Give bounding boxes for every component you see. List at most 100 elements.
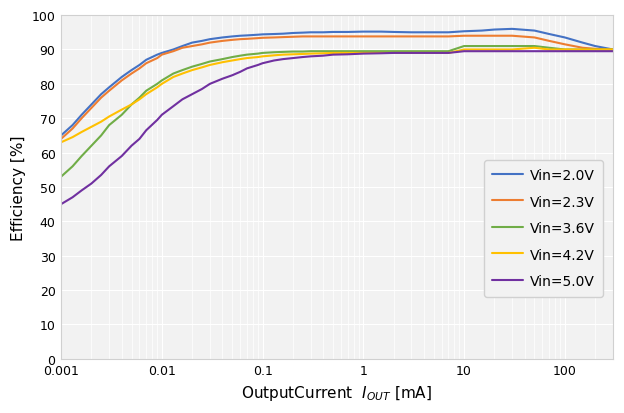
Vin=5.0V: [359, 52, 367, 57]
Vin=5.0V: [97, 173, 105, 178]
Vin=3.6V: [270, 51, 278, 56]
Vin=5.0V: [154, 118, 161, 123]
Vin=2.3V: [299, 35, 306, 40]
Vin=2.3V: [430, 35, 437, 40]
Vin=2.3V: [57, 137, 65, 142]
Vin=2.0V: [270, 33, 278, 38]
Vin=5.0V: [259, 62, 266, 66]
Vin=3.6V: [490, 45, 498, 50]
Vin=3.6V: [158, 79, 165, 84]
Line: Vin=2.3V: Vin=2.3V: [61, 37, 613, 140]
Vin=2.3V: [329, 35, 337, 40]
Vin=2.3V: [344, 35, 351, 40]
Vin=2.3V: [206, 41, 213, 46]
Vin=5.0V: [206, 82, 213, 87]
Vin=4.2V: [359, 51, 367, 56]
Vin=3.6V: [307, 50, 314, 55]
Vin=3.6V: [188, 65, 196, 70]
Vin=4.2V: [407, 51, 415, 56]
Vin=4.2V: [136, 97, 144, 102]
Vin=5.0V: [592, 50, 599, 55]
Vin=4.2V: [78, 130, 85, 135]
Vin=2.3V: [259, 36, 266, 41]
Vin=2.3V: [243, 37, 251, 42]
Vin=2.0V: [430, 31, 437, 36]
Vin=3.6V: [478, 45, 485, 50]
Vin=4.2V: [142, 93, 150, 97]
Vin=4.2V: [445, 51, 452, 56]
Vin=5.0V: [329, 53, 337, 58]
Vin=2.0V: [344, 31, 351, 36]
Vin=5.0V: [118, 154, 125, 159]
Vin=4.2V: [128, 103, 135, 108]
Vin=2.3V: [280, 36, 287, 40]
Vin=2.0V: [407, 31, 415, 36]
Vin=4.2V: [270, 54, 278, 59]
Vin=4.2V: [228, 59, 236, 64]
Vin=2.3V: [170, 50, 177, 55]
Vin=2.3V: [105, 89, 113, 94]
Vin=2.0V: [97, 93, 105, 97]
Vin=4.2V: [430, 51, 437, 56]
Vin=2.3V: [490, 34, 498, 39]
Vin=2.3V: [461, 34, 468, 39]
Vin=2.3V: [198, 43, 206, 47]
Vin=5.0V: [57, 202, 65, 207]
Vin=4.2V: [344, 51, 351, 56]
Vin=2.0V: [289, 31, 296, 36]
Vin=4.2V: [170, 75, 177, 80]
Vin=3.6V: [445, 50, 452, 55]
Vin=2.3V: [154, 57, 161, 62]
Vin=2.0V: [509, 27, 516, 32]
Vin=3.6V: [531, 45, 539, 50]
Vin=2.0V: [219, 36, 227, 41]
Legend: Vin=2.0V, Vin=2.3V, Vin=3.6V, Vin=4.2V, Vin=5.0V: Vin=2.0V, Vin=2.3V, Vin=3.6V, Vin=4.2V, …: [484, 161, 603, 297]
Vin=2.0V: [280, 32, 287, 37]
Vin=3.6V: [78, 154, 85, 159]
Vin=3.6V: [206, 60, 213, 65]
Vin=2.0V: [359, 30, 367, 35]
Vin=2.0V: [57, 133, 65, 138]
Vin=3.6V: [359, 50, 367, 55]
Vin=2.0V: [329, 31, 337, 36]
Vin=4.2V: [97, 120, 105, 125]
Vin=4.2V: [206, 63, 213, 68]
Vin=2.0V: [378, 30, 385, 35]
Vin=2.3V: [270, 36, 278, 41]
Vin=5.0V: [430, 51, 437, 56]
Vin=3.6V: [329, 50, 337, 55]
Vin=4.2V: [259, 55, 266, 60]
Vin=2.0V: [609, 48, 617, 53]
Vin=3.6V: [378, 50, 385, 55]
Vin=2.0V: [561, 36, 568, 41]
Vin=4.2V: [307, 52, 314, 57]
Vin=4.2V: [509, 48, 516, 53]
Vin=4.2V: [461, 48, 468, 53]
Vin=5.0V: [478, 50, 485, 55]
Vin=3.6V: [57, 175, 65, 180]
Vin=3.6V: [236, 54, 244, 59]
Vin=2.0V: [236, 34, 244, 39]
Vin=4.2V: [105, 115, 113, 120]
Vin=5.0V: [78, 188, 85, 193]
Vin=2.3V: [158, 53, 165, 58]
Vin=2.3V: [307, 35, 314, 40]
Vin=2.0V: [254, 33, 261, 38]
Vin=2.3V: [289, 35, 296, 40]
Vin=5.0V: [307, 55, 314, 60]
Vin=2.0V: [592, 45, 599, 50]
Vin=4.2V: [69, 135, 76, 140]
Vin=3.6V: [128, 103, 135, 108]
Vin=2.3V: [254, 37, 261, 42]
Vin=2.3V: [188, 45, 196, 50]
Vin=4.2V: [378, 51, 385, 56]
Vin=3.6V: [430, 50, 437, 55]
Vin=2.0V: [198, 39, 206, 44]
Vin=2.0V: [105, 85, 113, 90]
Vin=2.3V: [509, 34, 516, 39]
Vin=2.3V: [128, 72, 135, 77]
Vin=5.0V: [128, 144, 135, 149]
Vin=5.0V: [270, 59, 278, 64]
Vin=3.6V: [178, 69, 186, 74]
Vin=5.0V: [219, 77, 227, 82]
